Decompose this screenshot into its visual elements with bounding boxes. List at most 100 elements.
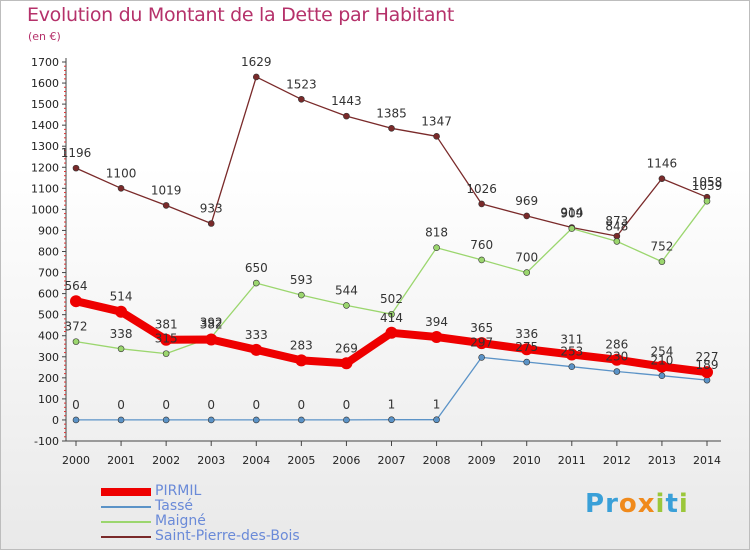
chart-subtitle: (en €) (28, 30, 61, 43)
data-point-pirmil (205, 333, 218, 346)
y-tick-label: 400 (38, 330, 59, 343)
data-label-pirmil: 311 (560, 332, 583, 346)
y-tick-label: 600 (38, 288, 59, 301)
data-label-tass-: 210 (650, 354, 673, 368)
data-label-maign-: 502 (380, 292, 403, 306)
data-label-maign-: 544 (335, 283, 358, 297)
data-label-maign-: 700 (515, 251, 538, 265)
data-label-saint-pierre-des-bois: 914 (560, 205, 583, 219)
data-label-saint-pierre-des-bois: 1629 (241, 55, 272, 69)
data-label-saint-pierre-des-bois: 1347 (421, 114, 452, 128)
data-label-maign-: 593 (290, 273, 313, 287)
data-label-pirmil: 227 (696, 350, 719, 364)
x-tick-label: 2006 (332, 454, 360, 467)
data-label-saint-pierre-des-bois: 873 (605, 214, 628, 228)
y-tick-label: 1500 (31, 98, 59, 111)
data-label-saint-pierre-des-bois: 1058 (692, 175, 723, 189)
data-label-tass-: 253 (560, 345, 583, 359)
logo-letter: r (605, 489, 619, 519)
data-label-maign-: 392 (200, 315, 223, 329)
data-label-pirmil: 564 (65, 279, 88, 293)
data-point-tass- (162, 416, 170, 424)
data-point-saint-pierre-des-bois (72, 164, 80, 172)
x-tick-label: 2002 (152, 454, 180, 467)
data-label-pirmil: 269 (335, 341, 358, 355)
data-label-tass-: 189 (696, 358, 719, 372)
data-label-tass-: 230 (605, 350, 628, 364)
y-tick-label: 1400 (31, 119, 59, 132)
data-label-saint-pierre-des-bois: 969 (515, 194, 538, 208)
data-label-tass-: 0 (117, 398, 125, 412)
data-point-pirmil (340, 357, 353, 370)
data-point-tass- (207, 416, 215, 424)
legend-swatch (101, 506, 151, 508)
data-point-maign- (658, 258, 666, 265)
y-tick-label: 500 (38, 309, 59, 322)
data-point-pirmil (70, 295, 82, 308)
y-tick-label: 700 (38, 267, 59, 280)
data-label-tass-: 0 (162, 398, 170, 412)
data-point-tass- (523, 358, 531, 366)
data-label-maign-: 760 (470, 238, 493, 252)
data-point-saint-pierre-des-bois (658, 175, 666, 182)
data-point-tass- (117, 416, 125, 424)
y-tick-label: 1100 (31, 182, 59, 195)
x-tick-label: 2013 (648, 454, 676, 467)
data-point-maign- (388, 310, 395, 318)
y-tick-label: 300 (38, 351, 59, 364)
data-label-saint-pierre-des-bois: 1196 (61, 146, 92, 160)
data-label-tass-: 1 (433, 398, 441, 412)
data-label-tass-: 275 (515, 340, 538, 354)
data-point-pirmil (701, 366, 713, 379)
legend-label: Saint-Pierre-des-Bois (155, 528, 300, 544)
data-point-saint-pierre-des-bois (162, 202, 170, 209)
chart-title: Evolution du Montant de la Dette par Hab… (27, 4, 455, 26)
data-point-pirmil (115, 305, 128, 318)
legend-item-maign-: Maigné (101, 513, 361, 530)
data-label-saint-pierre-des-bois: 1385 (376, 106, 407, 120)
logo-letter: i (655, 489, 666, 519)
legend-label: Maigné (155, 513, 206, 529)
y-tick-label: 100 (38, 393, 59, 406)
legend-label: PIRMIL (155, 483, 202, 499)
data-point-saint-pierre-des-bois (252, 73, 260, 81)
data-label-tass-: 0 (72, 398, 80, 412)
x-tick-label: 2014 (693, 454, 721, 467)
legend-item-saint-pierre-des-bois: Saint-Pierre-des-Bois (101, 528, 361, 545)
data-label-pirmil: 283 (290, 338, 313, 352)
data-point-tass- (433, 416, 440, 424)
data-point-pirmil (430, 330, 443, 343)
data-point-maign- (162, 350, 170, 357)
data-point-saint-pierre-des-bois (523, 212, 531, 220)
data-point-maign- (343, 302, 350, 309)
data-label-pirmil: 382 (200, 318, 223, 332)
data-point-pirmil (655, 360, 668, 373)
data-label-saint-pierre-des-bois: 1100 (106, 166, 137, 180)
data-label-maign-: 909 (560, 207, 583, 221)
x-tick-label: 2005 (287, 454, 315, 467)
legend-swatch (101, 487, 151, 497)
y-tick-label: 800 (38, 246, 59, 259)
data-point-pirmil (610, 353, 623, 366)
x-tick-label: 2010 (513, 454, 541, 467)
y-tick-label: -100 (34, 435, 59, 448)
data-label-maign-: 650 (245, 261, 268, 275)
data-label-maign-: 372 (65, 320, 88, 334)
legend: PIRMIL Tassé Maigné Saint-Pierre-des-Bois (101, 483, 361, 545)
data-label-tass-: 0 (252, 398, 260, 412)
x-tick-label: 2007 (378, 454, 406, 467)
x-tick-label: 2008 (423, 454, 451, 467)
logo-letter: t (665, 489, 679, 519)
legend-swatch (101, 536, 151, 538)
y-tick-label: 1200 (31, 161, 59, 174)
data-point-maign- (568, 225, 576, 232)
data-point-tass- (298, 416, 305, 424)
data-label-maign-: 848 (605, 219, 628, 233)
data-point-pirmil (475, 337, 488, 350)
data-label-saint-pierre-des-bois: 1026 (466, 182, 497, 196)
y-tick-label: 0 (52, 414, 59, 427)
x-tick-label: 2009 (468, 454, 496, 467)
